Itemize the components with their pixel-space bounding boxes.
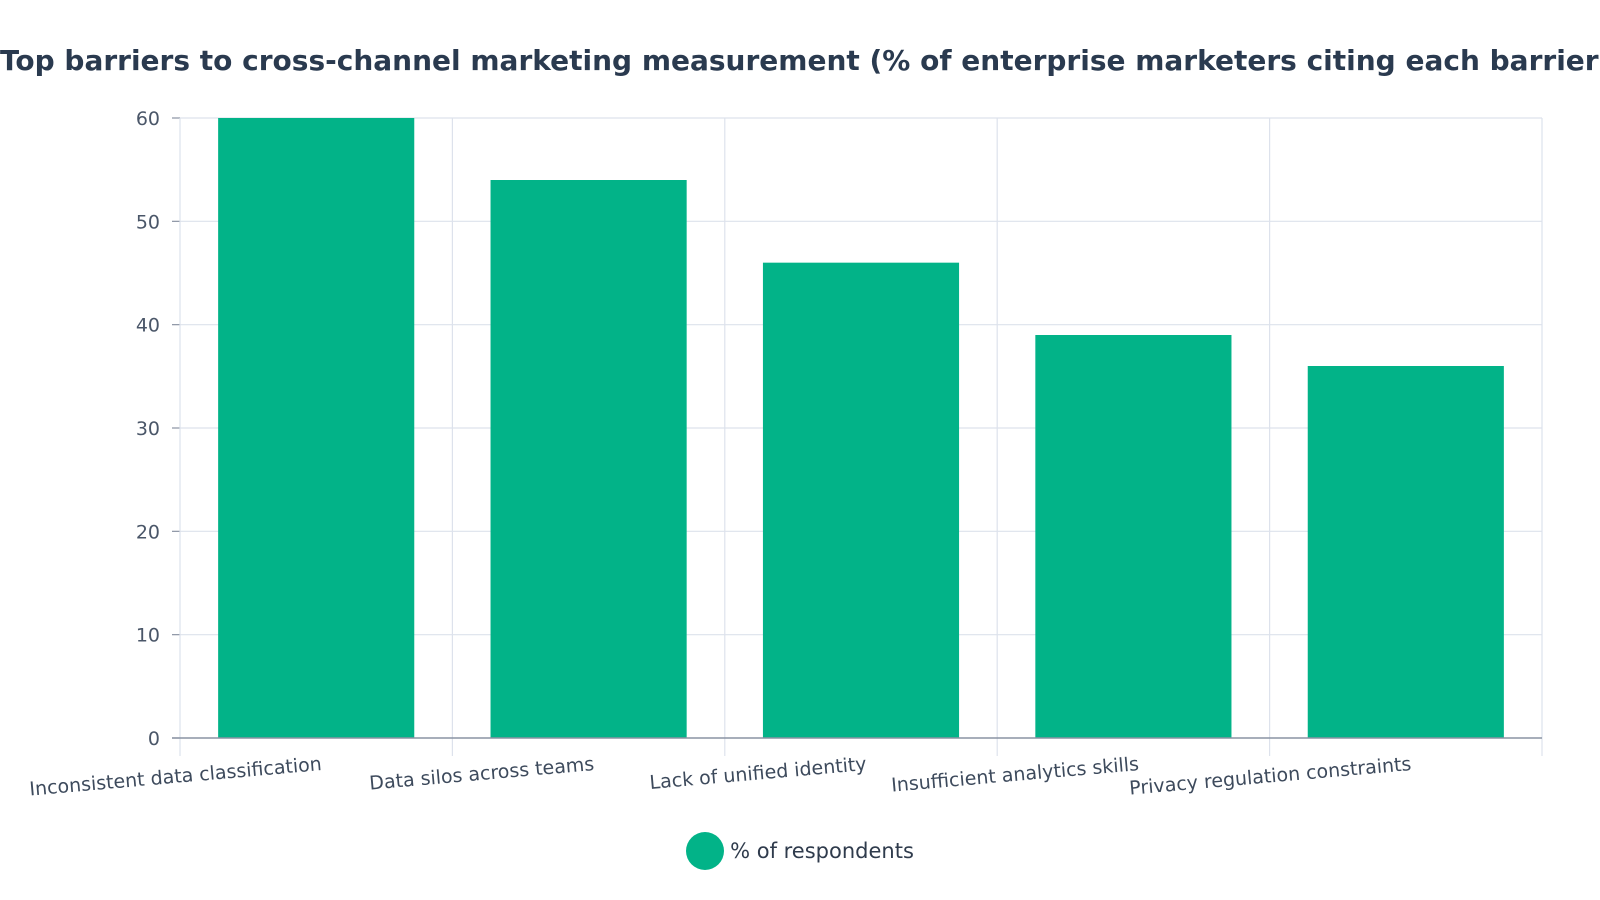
legend[interactable]: % of respondents — [0, 832, 1600, 870]
y-tick-label: 20 — [136, 521, 160, 543]
y-tick-label: 30 — [136, 418, 160, 440]
y-tick-label: 50 — [136, 211, 160, 233]
x-category-label: Inconsistent data classification — [29, 753, 323, 800]
y-tick-label: 40 — [136, 315, 160, 337]
bar-2 — [490, 180, 687, 738]
x-category-label: Privacy regulation constraints — [1128, 753, 1412, 800]
x-category-label: Data silos across teams — [368, 753, 595, 795]
y-tick-label: 10 — [136, 625, 160, 647]
bar-3 — [762, 262, 960, 738]
bar-5 — [1307, 366, 1504, 738]
chart-title: Top barriers to cross-channel marketing … — [0, 44, 1600, 77]
x-category-label: Lack of unified identity — [649, 753, 868, 794]
legend-label: % of respondents — [730, 839, 914, 863]
bar-4 — [1035, 335, 1232, 738]
legend-swatch — [686, 832, 725, 870]
x-category-label: Insufficient analytics skills — [890, 753, 1139, 797]
bar-1 — [218, 118, 415, 738]
y-tick-label: 60 — [136, 108, 160, 130]
y-tick-label: 0 — [148, 728, 160, 750]
